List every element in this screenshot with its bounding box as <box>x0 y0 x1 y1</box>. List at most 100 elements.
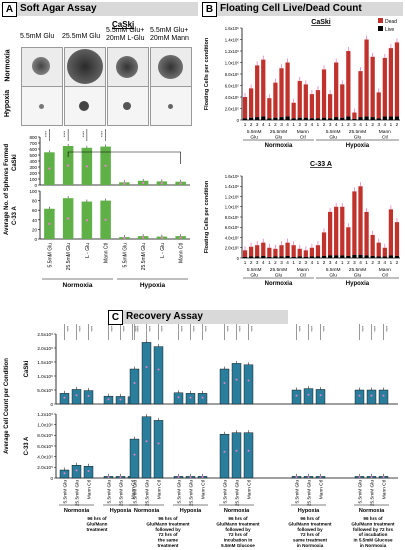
c-sig-text-4-0: **** <box>360 326 364 332</box>
c-point-0-0-0 <box>63 396 66 399</box>
c-point-1-2-2 <box>247 449 250 452</box>
b-group-label-1-3: 5.5mM <box>326 267 341 273</box>
b-group-label-1-0: 5.5mM <box>247 267 262 273</box>
b-bar-dead-0-14 <box>327 94 333 119</box>
b-bar-live-0-22 <box>376 118 381 120</box>
c-bar-0-4-2 <box>378 389 389 405</box>
b-legend-swatch-1 <box>378 26 383 31</box>
micrograph-normoxia-4 <box>150 47 192 87</box>
c-ytick-label-1-0: 0 <box>50 476 53 481</box>
b-day-tick-1-14: 3 <box>329 260 332 265</box>
b-bar-dead-1-0 <box>242 250 248 257</box>
b-day-tick-1-2: 3 <box>256 260 259 265</box>
c-sig-text-0-1: **** <box>77 326 81 332</box>
b-day-tick-0-12: 1 <box>317 122 320 127</box>
c-xtick-label-4-0: 5.5mM Glu <box>358 480 364 504</box>
c-ytick-label-1-3: 6.0x10⁵ <box>37 444 53 449</box>
b-bar-dead-1-13 <box>321 232 327 256</box>
a-xtick-label-7: Mann Ctl <box>179 243 185 263</box>
c-bar-0-1-2 <box>153 346 164 405</box>
c-ox-label-0-0: Normoxia <box>64 508 90 514</box>
c-sig-text-2-0: **** <box>225 326 229 332</box>
a-ytick-label-1-4: 80 <box>32 199 38 204</box>
b-day-tick-0-14: 3 <box>329 122 332 127</box>
c-ytick-label-1-4: 8.0x10⁵ <box>37 433 53 438</box>
b-bar-live-0-18 <box>352 118 357 120</box>
b-group-label2-1-5: Ctl <box>382 273 388 279</box>
c-point-1-0-0 <box>63 472 66 475</box>
b-bar-live-1-0 <box>242 256 248 258</box>
b-bar-dead-0-24 <box>388 48 394 117</box>
c-point-0-1-5 <box>201 396 204 399</box>
b-bar-dead-1-6 <box>279 245 284 257</box>
b-group-label-0-0: 5.5mM <box>247 129 262 135</box>
a-ytick-label-0-6: 600 <box>29 147 37 152</box>
b-ytick-label-0-2: 4.0x10⁵ <box>225 95 240 100</box>
c-point-1-2-0 <box>223 450 226 453</box>
c-ytick-label-1-2: 4.0x10⁵ <box>37 454 53 459</box>
b-group-label-0-2: Mann <box>297 129 309 135</box>
c-xtick-label-0-3: 5.5mM Glu <box>107 480 113 504</box>
b-day-tick-0-2: 3 <box>256 122 259 127</box>
micrograph-normoxia-2 <box>64 47 106 87</box>
c-point-0-1-4 <box>189 396 192 399</box>
a-sig-text-3: **** <box>99 131 104 138</box>
panel-a-cell-line: CaSki <box>112 20 135 29</box>
b-bar-live-0-3 <box>261 116 266 120</box>
b-bar-live-1-11 <box>309 256 315 258</box>
b-bar-dead-0-23 <box>382 57 387 117</box>
b-group-label2-0-4: Glu <box>354 135 362 141</box>
c-sig-text-2-2: **** <box>249 326 253 332</box>
b-bar-live-1-6 <box>279 256 284 258</box>
c-point-0-2-2 <box>247 379 250 382</box>
b-bar-dead-0-21 <box>370 56 375 118</box>
c-point-0-4-0 <box>358 394 361 397</box>
b-bar-dead-1-14 <box>327 211 333 256</box>
c-ytick-label-0-1: 5.0x10⁵ <box>37 388 53 393</box>
c-caption-line: treatment <box>87 527 108 532</box>
a-ytick-label-0-4: 400 <box>29 159 37 164</box>
a-point-1-1 <box>66 217 70 220</box>
b-day-tick-0-22: 3 <box>377 122 380 127</box>
c-bar-0-1-1 <box>141 342 152 405</box>
b-ytick-label-0-3: 6.0x10⁵ <box>225 83 240 88</box>
b-bar-live-0-5 <box>273 117 278 120</box>
c-subplot-label-1: C-33 A <box>24 436 30 455</box>
b-day-tick-1-23: 4 <box>384 260 387 265</box>
a-point-0-1 <box>66 164 70 167</box>
c-caption-line: 96 hrs of <box>87 516 107 521</box>
c-caption-line: treatment <box>158 543 179 548</box>
b-day-tick-1-6: 3 <box>280 260 283 265</box>
b-bar-live-1-4 <box>267 256 272 258</box>
c-bar-1-1-2 <box>153 420 164 479</box>
b-day-tick-1-12: 1 <box>317 260 320 265</box>
a-ytick-label-0-8: 800 <box>29 135 37 140</box>
c-caption-line: in 5.5mM Glucose <box>353 538 393 543</box>
c-point-1-1-4 <box>189 476 192 479</box>
b-bar-dead-1-22 <box>376 242 381 257</box>
c-caption-3: 96 hrs of Glu/Mann treatment followed by 72… <box>288 516 332 548</box>
b-bar-dead-1-5 <box>273 248 278 257</box>
c-point-1-1-3 <box>177 476 180 479</box>
b-bar-dead-1-19 <box>358 186 363 255</box>
b-bar-dead-0-5 <box>273 82 278 118</box>
b-bar-dead-1-9 <box>297 248 302 257</box>
b-day-tick-0-11: 4 <box>311 122 314 127</box>
c-point-0-1-0 <box>133 382 136 384</box>
a-point-1-7 <box>179 236 182 239</box>
micrograph-hypoxia-2 <box>64 86 106 126</box>
b-day-tick-1-21: 2 <box>371 260 374 265</box>
c-bar-1-2-2 <box>243 432 254 479</box>
b-bar-dead-0-22 <box>376 92 381 119</box>
c-bar-0-0-2 <box>83 390 94 405</box>
c-caption-line: Glu/Mann treatment <box>288 521 332 526</box>
c-ytick-label-0-0: 0 <box>50 402 53 407</box>
b-day-tick-1-13: 2 <box>323 260 326 265</box>
b-bar-dead-1-23 <box>382 247 387 257</box>
b-bar-dead-1-10 <box>303 250 308 257</box>
b-bar-live-0-19 <box>358 117 363 120</box>
a-point-1-5 <box>141 236 145 239</box>
c-caption-line: followed by 72 hrs <box>353 527 394 532</box>
b-group-label2-0-5: Ctl <box>382 135 388 141</box>
c-caption-line: 72 hrs of <box>300 532 320 537</box>
